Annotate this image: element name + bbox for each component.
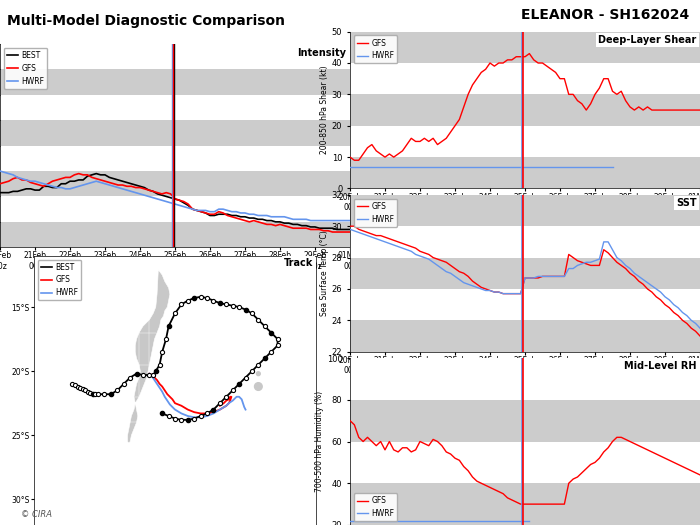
Y-axis label: Sea Surface Temp (°C): Sea Surface Temp (°C) (320, 230, 329, 316)
Text: Deep-Layer Shear: Deep-Layer Shear (598, 35, 696, 45)
Legend: BEST, GFS, HWRF: BEST, GFS, HWRF (4, 48, 48, 89)
Y-axis label: 700-500 hPa Humidity (%): 700-500 hPa Humidity (%) (315, 391, 324, 492)
Bar (0, 196, 350, 222)
Text: SST: SST (676, 198, 696, 208)
Bar (350, 126, 700, 157)
Bar (0, 120, 350, 145)
Bar (350, 400, 700, 442)
Legend: GFS, HWRF: GFS, HWRF (354, 198, 398, 227)
Bar (350, 289, 700, 320)
Bar (0, 222, 350, 247)
Text: © CIRA: © CIRA (21, 510, 52, 519)
Bar (0, 69, 350, 95)
Circle shape (256, 372, 260, 375)
Bar (350, 358, 700, 400)
Y-axis label: 200-850 hPa Shear (kt): 200-850 hPa Shear (kt) (320, 66, 329, 154)
Text: ELEANOR - SH162024: ELEANOR - SH162024 (522, 8, 690, 22)
Bar (0, 171, 350, 196)
Bar (350, 195, 700, 226)
Circle shape (255, 383, 262, 391)
Polygon shape (127, 270, 170, 443)
Text: Mid-Level RH: Mid-Level RH (624, 361, 696, 371)
Bar (350, 442, 700, 483)
Legend: GFS, HWRF: GFS, HWRF (354, 494, 398, 521)
Bar (350, 94, 700, 126)
Bar (350, 320, 700, 352)
Bar (350, 258, 700, 289)
Legend: BEST, GFS, HWRF: BEST, GFS, HWRF (38, 259, 81, 300)
Bar (0, 95, 350, 120)
Legend: GFS, HWRF: GFS, HWRF (354, 36, 398, 64)
Text: Multi-Model Diagnostic Comparison: Multi-Model Diagnostic Comparison (7, 14, 285, 28)
Bar (350, 226, 700, 258)
Bar (0, 145, 350, 171)
Bar (0, 44, 350, 69)
Bar (350, 157, 700, 188)
Bar (350, 483, 700, 525)
Text: Intensity: Intensity (298, 48, 346, 58)
Bar (350, 32, 700, 63)
Text: Track: Track (284, 258, 313, 268)
Bar (350, 63, 700, 94)
